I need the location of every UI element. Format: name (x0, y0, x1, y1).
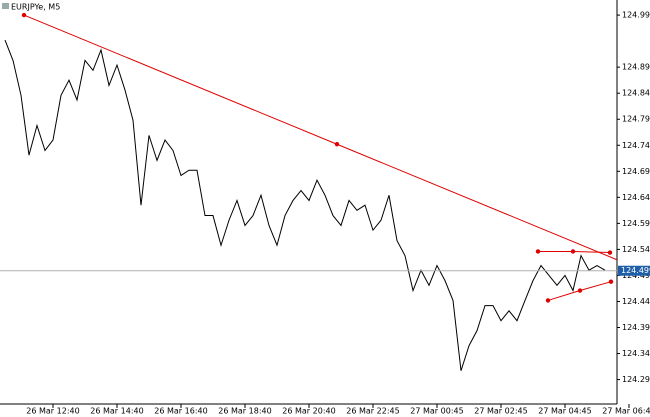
trendline-anchor (608, 279, 614, 284)
y-tick-label: 124.740 (622, 141, 650, 150)
x-tick-label: 27 Mar 06:45 (602, 407, 650, 416)
trendline-anchor (570, 249, 576, 254)
current-price-box (618, 265, 650, 276)
y-tick-label: 124.790 (622, 115, 650, 124)
y-tick-label: 124.840 (622, 89, 650, 98)
current-price-label: 124.499 (621, 266, 650, 275)
chart-title: EURJPYe, M5 (11, 3, 60, 12)
x-tick-label: 27 Mar 04:45 (538, 407, 591, 416)
y-tick-label: 124.440 (622, 297, 650, 306)
symbol-icon (2, 3, 9, 9)
x-tick-label: 26 Mar 12:40 (26, 407, 79, 416)
trendline-anchor (535, 249, 541, 254)
x-tick-label: 27 Mar 00:45 (410, 407, 463, 416)
y-tick-label: 124.990 (622, 11, 650, 20)
x-tick-label: 26 Mar 20:40 (282, 407, 335, 416)
trendline-anchor (21, 12, 27, 18)
y-tick-label: 124.640 (622, 193, 650, 202)
x-tick-label: 26 Mar 22:45 (346, 407, 399, 416)
x-tick-label: 26 Mar 14:40 (90, 407, 143, 416)
trendline-anchor (545, 298, 551, 303)
trendline-anchor (607, 250, 613, 255)
y-tick-label: 124.590 (622, 219, 650, 228)
x-tick-label: 27 Mar 02:45 (474, 407, 527, 416)
trendline-anchor (334, 142, 340, 147)
y-tick-label: 124.390 (622, 323, 650, 332)
trendline-anchor (577, 288, 583, 293)
y-tick-label: 124.540 (622, 245, 650, 254)
y-tick-label: 124.890 (622, 63, 650, 72)
price-line (4, 39, 606, 371)
x-tick-label: 26 Mar 16:40 (154, 407, 207, 416)
x-tick-label: 26 Mar 18:40 (218, 407, 271, 416)
y-tick-label: 124.340 (622, 349, 650, 358)
y-tick-label: 124.290 (622, 375, 650, 384)
y-tick-label: 124.690 (622, 167, 650, 176)
